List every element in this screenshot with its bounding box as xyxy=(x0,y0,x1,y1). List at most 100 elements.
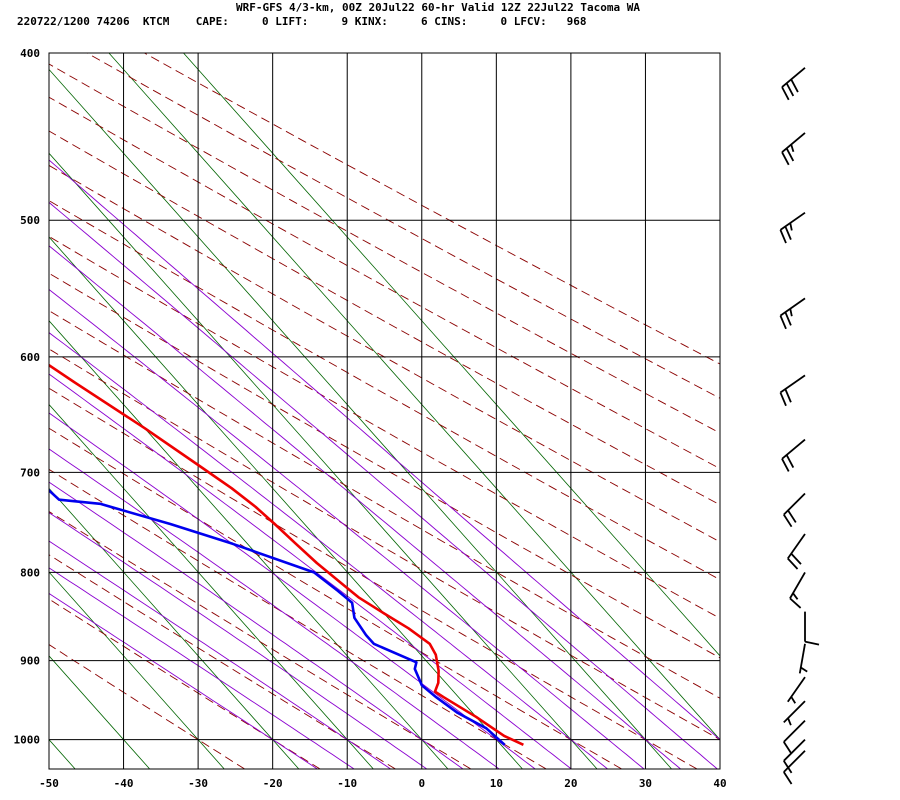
barb-staff xyxy=(783,492,806,516)
moist-adiabat-line xyxy=(49,159,720,741)
x-tick-label: 20 xyxy=(564,777,577,790)
barb-feather xyxy=(787,717,792,726)
tick-labels: -50 -40 -30 -20 -10 0 10 20 30 40 400 500 600 700 800 9… xyxy=(14,47,727,790)
barb-feather xyxy=(792,592,799,600)
barb-feather xyxy=(785,454,795,469)
dry-adiabat-line xyxy=(49,511,472,769)
barb-staff xyxy=(781,67,806,88)
wind-barb xyxy=(804,611,820,646)
isotherm-line xyxy=(49,487,300,769)
barb-staff xyxy=(779,211,806,231)
x-tick-label: -40 xyxy=(114,777,134,790)
y-tick-label: 600 xyxy=(20,351,40,364)
barb-feather xyxy=(779,392,787,407)
y-tick-label: 400 xyxy=(20,47,40,60)
isotherm-line xyxy=(49,236,523,769)
barb-feather xyxy=(787,557,799,570)
moist-adiabat-line xyxy=(49,373,572,769)
dry-adiabat-line xyxy=(86,53,720,399)
wind-barb xyxy=(787,676,806,704)
isotherm-line xyxy=(49,320,449,769)
barb-feather xyxy=(785,82,795,97)
temperature-profile-line xyxy=(49,363,524,746)
barb-feather xyxy=(783,771,793,785)
x-tick-label: -10 xyxy=(337,777,357,790)
wind-barb xyxy=(779,211,806,244)
x-tick-label: -50 xyxy=(39,777,59,790)
x-tick-label: 10 xyxy=(490,777,503,790)
barb-staff xyxy=(787,533,806,560)
moist-adiabat-line xyxy=(49,412,536,769)
dry-adiabat-line xyxy=(49,235,720,619)
barb-feather xyxy=(789,597,802,609)
barb-feather xyxy=(785,147,795,162)
moist-adiabat-line xyxy=(49,245,681,769)
isotherm-line xyxy=(49,403,374,769)
barb-staff xyxy=(779,297,806,317)
chart-title: WRF-GFS 4/3-km, 00Z 20Jul22 60-hr Valid … xyxy=(236,1,640,14)
moist-adiabat-line xyxy=(49,201,718,769)
barb-staff xyxy=(781,132,806,153)
barb-staff xyxy=(783,750,806,773)
x-tick-label: 30 xyxy=(639,777,652,790)
barb-feather xyxy=(779,315,787,330)
dry-adiabat-line xyxy=(49,554,396,769)
dry-adiabat-line xyxy=(49,387,698,769)
barb-feather xyxy=(789,222,793,231)
dry-adiabat-line xyxy=(49,468,547,769)
barb-feather xyxy=(804,640,820,646)
wind-barbs xyxy=(779,67,820,785)
wind-barb xyxy=(781,67,806,101)
barb-feather xyxy=(783,741,793,755)
barb-feather xyxy=(787,509,797,523)
wind-barb xyxy=(783,492,806,528)
isotherm-line xyxy=(49,152,598,769)
moist-adiabat-line xyxy=(49,512,428,769)
wind-barb xyxy=(783,700,806,726)
barb-staff xyxy=(781,438,806,460)
moist-adiabat-line xyxy=(49,448,500,769)
isotherm-line xyxy=(0,53,1,769)
station-info-line: 220722/1200 74206 KTCM CAPE: 0 LIFT: 9 K… xyxy=(17,15,587,28)
barb-feather xyxy=(790,78,799,93)
wind-barb xyxy=(789,571,806,609)
wind-barb xyxy=(781,438,806,472)
isotherm-line xyxy=(49,68,672,769)
barb-staff xyxy=(783,700,806,724)
wind-barb xyxy=(779,297,806,330)
dry-adiabat-line xyxy=(49,348,720,741)
moist-adiabat-line xyxy=(49,288,645,769)
wind-barb xyxy=(787,533,806,570)
barb-feather xyxy=(781,151,790,166)
barb-feather xyxy=(779,229,787,244)
moist-adiabat-line xyxy=(49,540,391,769)
barb-feather xyxy=(790,696,797,704)
x-tick-label: 40 xyxy=(713,777,726,790)
dry-adiabat-line xyxy=(49,272,720,659)
barb-feather xyxy=(784,388,792,403)
x-tick-label: 0 xyxy=(418,777,425,790)
barb-feather xyxy=(781,458,790,472)
barb-feather xyxy=(784,311,792,326)
barb-feather xyxy=(790,144,795,153)
dry-adiabat-line xyxy=(49,130,720,506)
moist-adiabat-line xyxy=(49,592,318,769)
y-tick-label: 700 xyxy=(20,466,40,479)
isotherm-line xyxy=(49,571,225,769)
x-tick-label: -30 xyxy=(188,777,208,790)
dry-adiabat-line xyxy=(49,200,720,581)
isotherm-line xyxy=(183,53,720,657)
wind-barb xyxy=(783,720,806,755)
barb-feather xyxy=(783,514,793,528)
dewpoint-profile-line xyxy=(49,488,506,746)
y-tick-label: 800 xyxy=(20,566,40,579)
barb-feather xyxy=(784,226,792,240)
barb-feather xyxy=(790,553,802,565)
barb-feather xyxy=(789,308,793,317)
y-tick-label: 500 xyxy=(20,214,40,227)
barb-feather xyxy=(800,666,808,673)
barb-feather xyxy=(781,86,790,101)
barb-staff xyxy=(798,643,806,674)
background-lines xyxy=(0,53,720,769)
dry-adiabat-line xyxy=(49,96,720,470)
